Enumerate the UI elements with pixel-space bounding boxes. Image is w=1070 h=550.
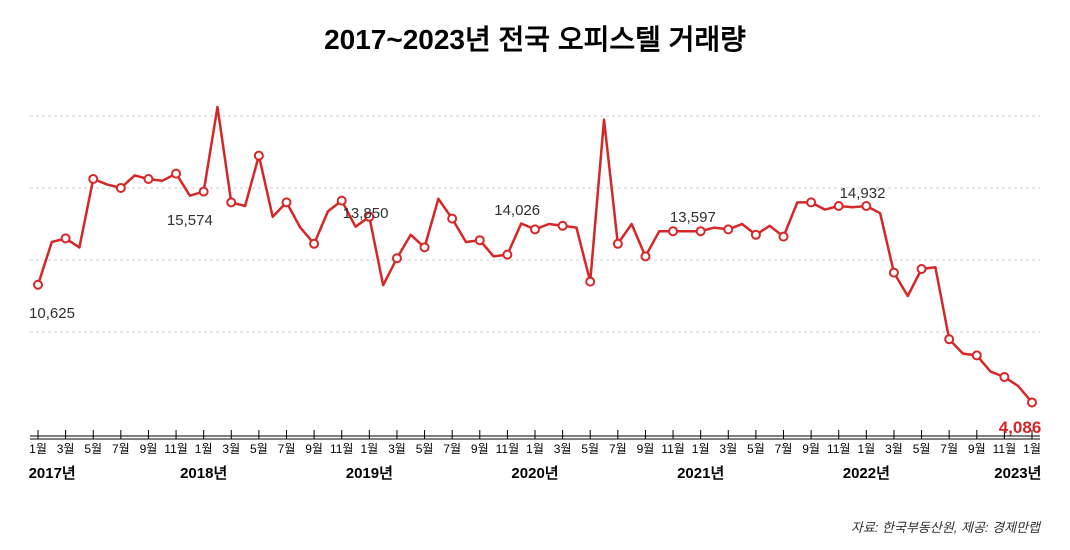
chart-title: 2017~2023년 전국 오피스텔 거래량: [0, 0, 1070, 58]
x-tick-month: 11월: [164, 440, 188, 457]
value-annotation: 15,574: [167, 212, 213, 229]
x-tick-month: 9월: [802, 440, 820, 457]
x-tick-month: 3월: [719, 440, 737, 457]
x-tick-month: 1월: [29, 440, 47, 457]
x-tick-month: 5월: [913, 440, 931, 457]
x-tick-month: 5월: [250, 440, 268, 457]
x-tick-month: 3월: [388, 440, 406, 457]
x-tick-year: 2022년: [843, 462, 890, 483]
x-tick-month: 11월: [330, 440, 354, 457]
value-annotation: 14,932: [840, 185, 886, 202]
x-tick-month: 1월: [195, 440, 213, 457]
x-tick-year: 2021년: [677, 462, 724, 483]
value-annotation: 13,597: [670, 209, 716, 226]
value-annotation: 14,026: [494, 202, 540, 219]
x-tick-month: 5월: [581, 440, 599, 457]
x-tick-month: 9월: [637, 440, 655, 457]
x-tick-month: 9월: [471, 440, 489, 457]
value-annotation: 4,086: [999, 418, 1042, 438]
x-tick-year: 2023년: [994, 462, 1041, 483]
x-tick-month: 5월: [84, 440, 102, 457]
x-tick-month: 3월: [885, 440, 903, 457]
x-tick-month: 11월: [496, 440, 520, 457]
x-tick-month: 1월: [857, 440, 875, 457]
x-tick-month: 7월: [609, 440, 627, 457]
x-tick-month: 7월: [278, 440, 296, 457]
x-tick-month: 5월: [416, 440, 434, 457]
source-attribution: 자료: 한국부동산원, 제공: 경제만랩: [851, 517, 1040, 536]
x-tick-month: 3월: [554, 440, 572, 457]
x-tick-month: 9월: [968, 440, 986, 457]
x-tick-month: 9월: [305, 440, 323, 457]
x-tick-month: 9월: [140, 440, 158, 457]
x-tick-month: 11월: [827, 440, 851, 457]
value-annotation: 10,625: [29, 305, 75, 322]
x-tick-year: 2017년: [29, 462, 76, 483]
x-tick-month: 11월: [993, 440, 1017, 457]
x-axis: 1월 3월 5월 7월 9월 11월 1월 3월 5월 7월 9월 11월 1월 3월 5월 7월 9월 11월 1…: [30, 440, 1040, 500]
x-tick-month: 1월: [1023, 440, 1041, 457]
chart-plot-area: 10,625 15,574 13,850 14,026 13,597 14,932 4,08…: [30, 80, 1040, 440]
x-tick-month: 1월: [360, 440, 378, 457]
line-chart-svg: [30, 80, 1040, 440]
x-tick-year: 2018년: [180, 462, 227, 483]
x-tick-month: 7월: [443, 440, 461, 457]
x-tick-month: 7월: [775, 440, 793, 457]
x-tick-month: 11월: [661, 440, 685, 457]
x-tick-month: 1월: [692, 440, 710, 457]
x-tick-month: 7월: [112, 440, 130, 457]
x-tick-year: 2020년: [511, 462, 558, 483]
x-tick-month: 1월: [526, 440, 544, 457]
x-tick-month: 3월: [222, 440, 240, 457]
value-annotation: 13,850: [343, 205, 389, 222]
x-tick-month: 5월: [747, 440, 765, 457]
x-tick-month: 7월: [940, 440, 958, 457]
x-tick-year: 2019년: [346, 462, 393, 483]
x-tick-month: 3월: [57, 440, 75, 457]
